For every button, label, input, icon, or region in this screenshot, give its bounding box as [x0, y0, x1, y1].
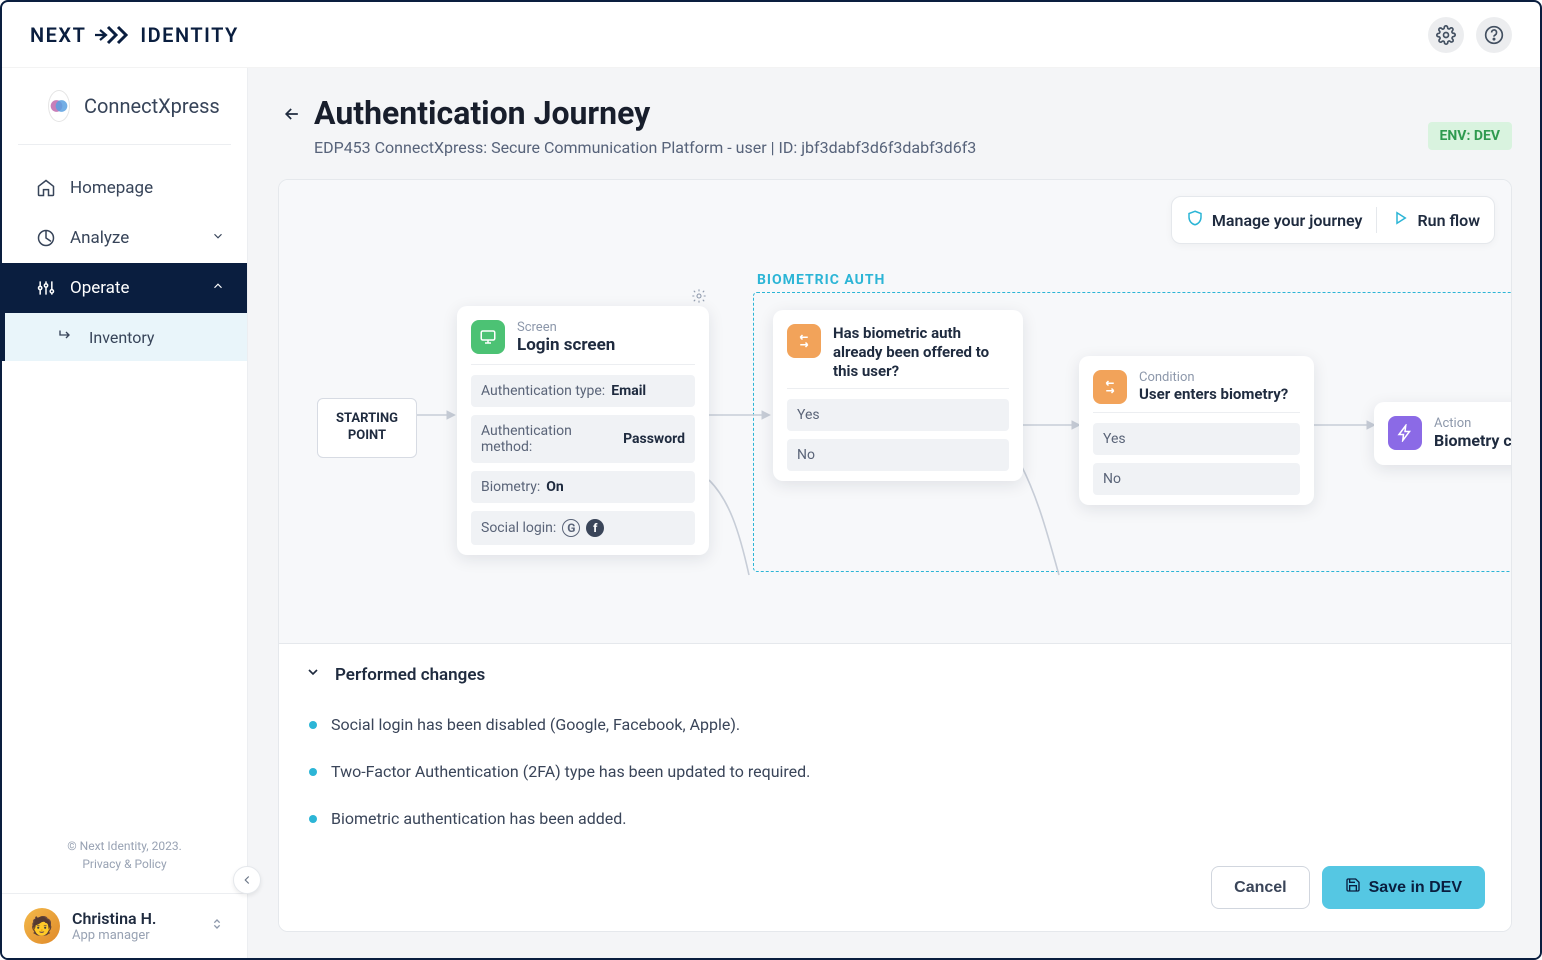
topbar: NEXT IDENTITY — [2, 2, 1540, 68]
save-icon — [1345, 877, 1361, 898]
env-value: DEV — [1474, 128, 1500, 144]
chevron-up-icon — [211, 278, 225, 298]
copyright: © Next Identity, 2023. — [2, 839, 247, 853]
field-biometry: Biometry:On — [471, 471, 695, 503]
chevron-down-icon — [305, 664, 321, 685]
brand-text-b: IDENTITY — [140, 23, 238, 47]
node-title: Has biometric auth already been offered … — [833, 324, 1009, 380]
start-node[interactable]: STARTING POINT — [317, 398, 417, 458]
sidebar-collapse-toggle[interactable] — [233, 866, 261, 894]
change-item: Two-Factor Authentication (2FA) type has… — [305, 748, 1485, 795]
start-label: STARTING POINT — [334, 411, 400, 445]
facebook-icon: f — [586, 519, 604, 537]
chevron-down-icon — [211, 228, 225, 248]
page-title: Authentication Journey — [314, 94, 1428, 132]
chevron-down-icon — [209, 916, 225, 936]
node-settings-icon[interactable] — [691, 288, 711, 308]
operate-icon — [36, 278, 56, 298]
project-logo-icon — [48, 90, 70, 122]
node-type: Screen — [517, 320, 615, 335]
user-role: App manager — [72, 928, 156, 943]
brand-logo: NEXT IDENTITY — [30, 23, 239, 47]
condition-icon — [1093, 370, 1127, 404]
help-icon[interactable] — [1476, 17, 1512, 53]
return-icon — [57, 326, 75, 348]
flow-canvas[interactable]: Manage your journey Run flow BIOMETRIC A… — [279, 180, 1511, 643]
sidebar-sub-label: Inventory — [89, 328, 155, 347]
option-yes[interactable]: Yes — [787, 399, 1009, 431]
node-title: Biometry ch — [1434, 431, 1511, 451]
changes-header: Performed changes — [335, 665, 485, 685]
avatar: 🧑 — [24, 908, 60, 944]
sidebar-item-homepage[interactable]: Homepage — [2, 163, 247, 213]
change-item: Social login has been disabled (Google, … — [305, 701, 1485, 748]
content: Authentication Journey EDP453 ConnectXpr… — [248, 68, 1540, 958]
field-social: Social login: G f — [471, 511, 695, 545]
sidebar-footer: © Next Identity, 2023. Privacy & Policy — [2, 823, 247, 893]
page-subtitle: EDP453 ConnectXpress: Secure Communicati… — [314, 138, 1428, 157]
sidebar: ConnectXpress Homepage Analyze Operate — [2, 68, 248, 958]
condition-icon — [787, 324, 821, 358]
sidebar-item-label: Operate — [70, 278, 130, 298]
changes-panel: Performed changes Social login has been … — [279, 643, 1511, 931]
analyze-icon — [36, 228, 56, 248]
project-name: ConnectXpress — [84, 94, 220, 118]
play-icon — [1391, 209, 1409, 231]
sidebar-item-operate[interactable]: Operate — [2, 263, 247, 313]
env-label: ENV: — [1440, 128, 1471, 144]
node-action-biometry-check[interactable]: Action Biometry ch — [1374, 402, 1511, 465]
env-badge: ENV: DEV — [1428, 122, 1512, 150]
brand-mark-icon — [94, 24, 132, 46]
shield-icon — [1186, 209, 1204, 231]
brand-text-a: NEXT — [30, 23, 86, 47]
node-login-screen[interactable]: Screen Login screen Authentication type:… — [457, 306, 709, 555]
node-title: Login screen — [517, 335, 615, 356]
run-flow-button[interactable]: Run flow — [1391, 209, 1480, 231]
project-selector[interactable]: ConnectXpress — [18, 68, 231, 145]
change-item: Biometric authentication has been added. — [305, 795, 1485, 842]
sidebar-item-label: Homepage — [70, 178, 153, 198]
back-button[interactable] — [278, 100, 306, 128]
node-type: Action — [1434, 416, 1511, 431]
option-no[interactable]: No — [1093, 463, 1300, 495]
user-name: Christina H. — [72, 909, 156, 928]
google-icon: G — [562, 519, 580, 537]
user-menu[interactable]: 🧑 Christina H. App manager — [2, 893, 247, 958]
changes-toggle[interactable]: Performed changes — [305, 664, 1485, 685]
canvas-toolbar: Manage your journey Run flow — [1171, 196, 1495, 244]
field-auth-type: Authentication type:Email — [471, 375, 695, 407]
divider — [1376, 207, 1377, 233]
manage-journey-button[interactable]: Manage your journey — [1186, 209, 1363, 231]
cancel-button[interactable]: Cancel — [1211, 866, 1309, 909]
node-condition-enter-biometry[interactable]: Condition User enters biometry? Yes No — [1079, 356, 1314, 505]
sidebar-item-analyze[interactable]: Analyze — [2, 213, 247, 263]
home-icon — [36, 178, 56, 198]
option-yes[interactable]: Yes — [1093, 423, 1300, 455]
field-auth-method: Authentication method:Password — [471, 415, 695, 463]
save-button[interactable]: Save in DEV — [1322, 866, 1485, 909]
node-title: User enters biometry? — [1139, 385, 1288, 404]
run-label: Run flow — [1417, 211, 1480, 230]
privacy-link[interactable]: Privacy & Policy — [2, 857, 247, 871]
manage-label: Manage your journey — [1212, 211, 1363, 230]
node-type: Condition — [1139, 370, 1288, 385]
group-label: BIOMETRIC AUTH — [757, 272, 885, 288]
option-no[interactable]: No — [787, 439, 1009, 471]
action-icon — [1388, 416, 1422, 450]
sidebar-sub-inventory[interactable]: Inventory — [2, 313, 247, 361]
canvas-wrap: Manage your journey Run flow BIOMETRIC A… — [278, 179, 1512, 932]
screen-icon — [471, 320, 505, 354]
settings-icon[interactable] — [1428, 17, 1464, 53]
sidebar-item-label: Analyze — [70, 228, 129, 248]
node-condition-biometric-offered[interactable]: Has biometric auth already been offered … — [773, 310, 1023, 481]
